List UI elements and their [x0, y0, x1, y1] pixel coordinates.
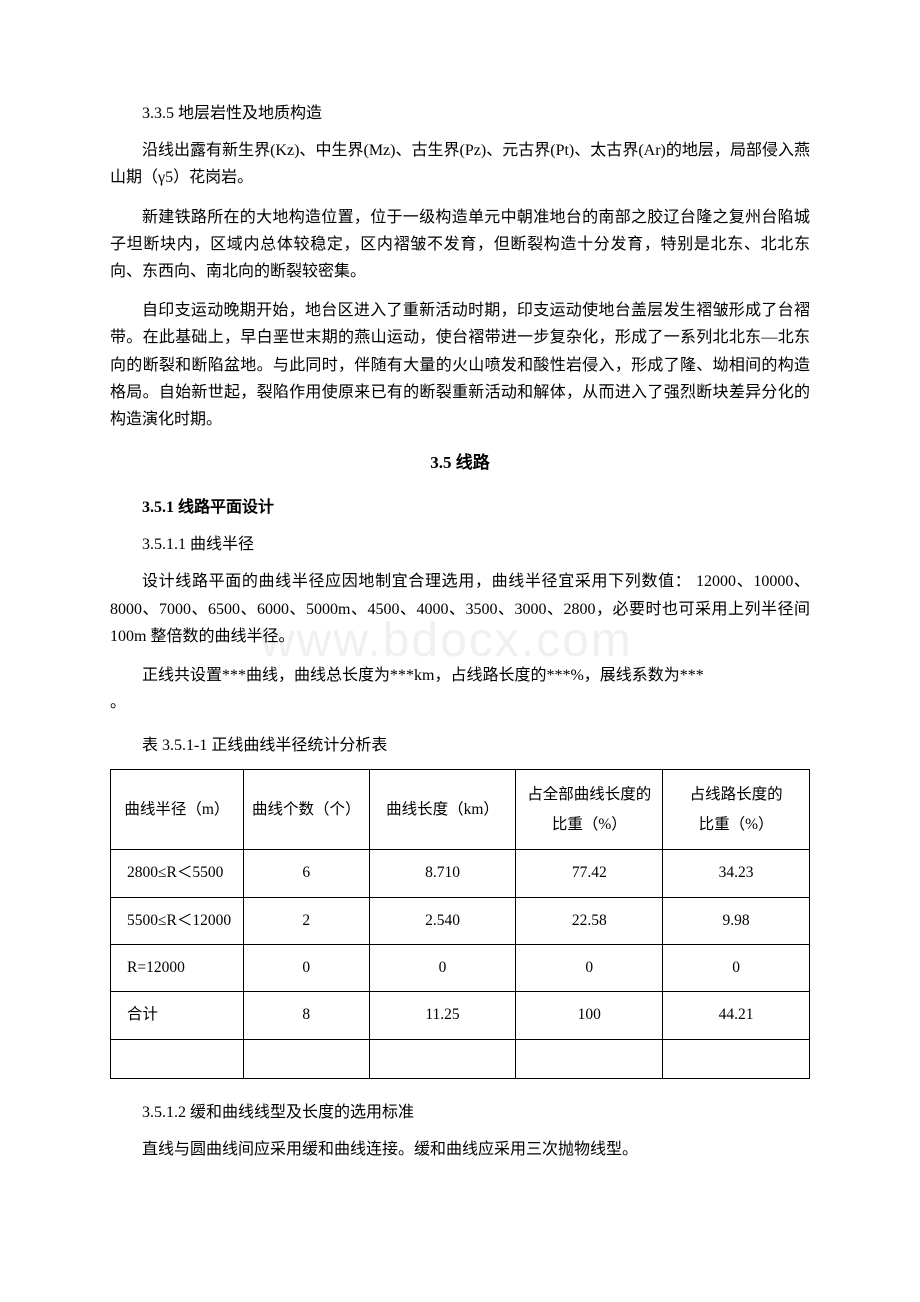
table-cell	[516, 1039, 663, 1078]
table-header-cell: 曲线个数（个）	[243, 770, 369, 850]
para-curve-summary: 正线共设置***曲线，曲线总长度为***km，占线路长度的***%，展线系数为*…	[110, 662, 810, 716]
section-title-35: 3.5 线路	[110, 449, 810, 478]
table-header-cell: 曲线长度（km）	[369, 770, 516, 850]
table-row: 5500≤R＜1200022.54022.589.98	[111, 897, 810, 944]
table-cell: R=12000	[111, 945, 244, 992]
table-cell: 9.98	[663, 897, 810, 944]
table-cell: 合计	[111, 992, 244, 1039]
table-cell: 11.25	[369, 992, 516, 1039]
curve-radius-table: 曲线半径（m）曲线个数（个）曲线长度（km）占全部曲线长度的比重（%）占线路长度…	[110, 769, 810, 1079]
table-row: R=120000000	[111, 945, 810, 992]
table-caption: 表 3.5.1-1 正线曲线半径统计分析表	[110, 732, 810, 759]
table-cell: 8	[243, 992, 369, 1039]
table-header-cell: 曲线半径（m）	[111, 770, 244, 850]
table-cell: 2	[243, 897, 369, 944]
table-cell	[663, 1039, 810, 1078]
heading-3511: 3.5.1.1 曲线半径	[110, 531, 810, 558]
para-geology-1: 沿线出露有新生界(Kz)、中生界(Mz)、古生界(Pz)、元古界(Pt)、太古界…	[110, 137, 810, 191]
heading-3512: 3.5.1.2 缓和曲线线型及长度的选用标准	[110, 1099, 810, 1126]
table-cell: 2800≤R＜5500	[111, 850, 244, 897]
para-geology-2: 新建铁路所在的大地构造位置，位于一级构造单元中朝准地台的南部之胶辽台隆之复州台陷…	[110, 204, 810, 286]
para-transition-curve: 直线与圆曲线间应采用缓和曲线连接。缓和曲线应采用三次抛物线型。	[110, 1136, 810, 1163]
heading-335: 3.3.5 地层岩性及地质构造	[110, 100, 810, 127]
table-cell: 100	[516, 992, 663, 1039]
table-header-cell: 占全部曲线长度的比重（%）	[516, 770, 663, 850]
table-cell	[369, 1039, 516, 1078]
table-row	[111, 1039, 810, 1078]
heading-351: 3.5.1 线路平面设计	[110, 494, 810, 521]
table-cell: 0	[663, 945, 810, 992]
para-radius-values: 设计线路平面的曲线半径应因地制宜合理选用，曲线半径宜采用下列数值： 12000、…	[110, 568, 810, 650]
table-cell: 6	[243, 850, 369, 897]
table-row: 合计811.2510044.21	[111, 992, 810, 1039]
table-cell: 5500≤R＜12000	[111, 897, 244, 944]
table-cell: 2.540	[369, 897, 516, 944]
para-curve-summary-line1: 正线共设置***曲线，曲线总长度为***km，占线路长度的***%，展线系数为*…	[110, 662, 810, 689]
para-curve-summary-line2: 。	[110, 689, 810, 716]
table-cell: 0	[369, 945, 516, 992]
table-cell	[111, 1039, 244, 1078]
table-cell: 77.42	[516, 850, 663, 897]
table-cell: 0	[516, 945, 663, 992]
table-cell: 34.23	[663, 850, 810, 897]
table-header-row: 曲线半径（m）曲线个数（个）曲线长度（km）占全部曲线长度的比重（%）占线路长度…	[111, 770, 810, 850]
table-header-cell: 占线路长度的比重（%）	[663, 770, 810, 850]
table-cell: 0	[243, 945, 369, 992]
table-cell: 44.21	[663, 992, 810, 1039]
table-cell: 22.58	[516, 897, 663, 944]
table-cell: 8.710	[369, 850, 516, 897]
table-cell	[243, 1039, 369, 1078]
para-geology-3: 自印支运动晚期开始，地台区进入了重新活动时期，印支运动使地台盖层发生褶皱形成了台…	[110, 297, 810, 433]
table-row: 2800≤R＜550068.71077.4234.23	[111, 850, 810, 897]
